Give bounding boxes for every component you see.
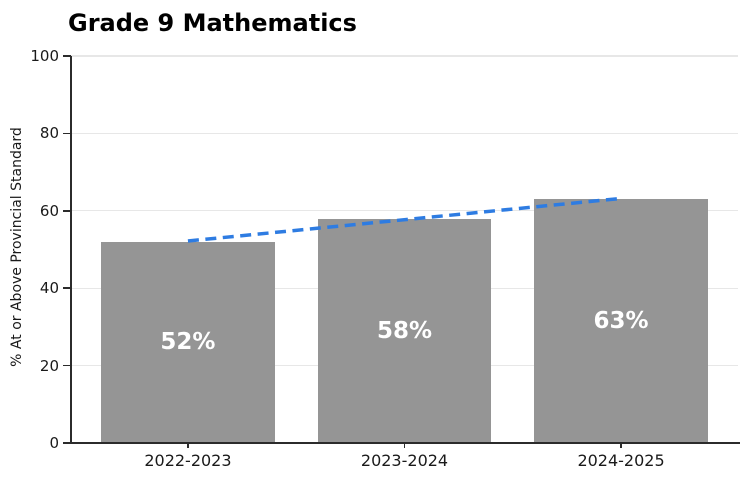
x-tick-label: 2023-2024	[360, 451, 449, 470]
x-tick	[187, 443, 189, 448]
bar-value-label: 52%	[160, 329, 216, 356]
y-axis-line	[70, 56, 72, 443]
bar	[101, 241, 275, 443]
y-tick	[63, 132, 71, 135]
y-tick-label: 20	[39, 356, 59, 375]
plot-area: 52% 58% 63% 0 20 40 60 80 100 2022-2023 2023-2024 2…	[30, 47, 740, 470]
y-tick-label: 100	[30, 47, 59, 65]
gridline	[71, 55, 738, 57]
gridline	[71, 132, 738, 135]
y-axis-label: % At or Above Provincial Standard	[9, 127, 25, 367]
chart-title: Grade 9 Mathematics	[68, 9, 357, 37]
x-axis-line	[69, 441, 740, 444]
y-tick-label: 80	[39, 124, 59, 143]
y-tick	[63, 287, 71, 289]
bar	[317, 218, 492, 443]
y-tick	[63, 55, 71, 57]
y-tick	[63, 442, 71, 444]
x-tick	[403, 443, 406, 448]
x-tick	[620, 443, 622, 448]
x-tick-label: 2024-2025	[577, 451, 665, 470]
bar-value-label: 58%	[376, 317, 433, 344]
y-tick-label: 0	[49, 434, 59, 452]
y-tick	[63, 210, 71, 212]
y-tick	[63, 364, 71, 367]
y-tick-label: 40	[39, 279, 59, 298]
y-tick-label: 60	[39, 201, 59, 220]
bar-value-label: 63%	[593, 308, 649, 335]
x-tick-label: 2022-2023	[144, 451, 232, 470]
